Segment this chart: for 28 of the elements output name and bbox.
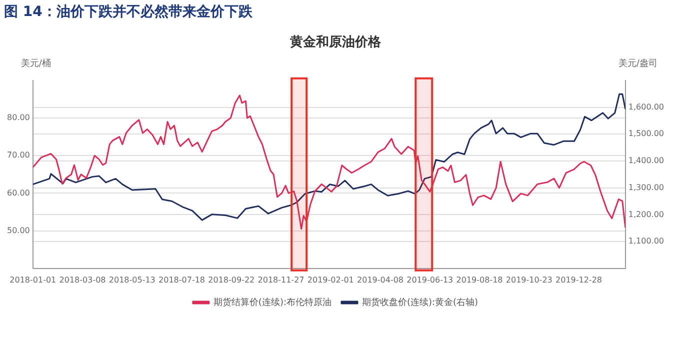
y2-tick-label: 1,300.00 — [628, 182, 664, 192]
x-tick-label: 2018-03-08 — [59, 275, 106, 284]
y2-tick-label: 1,600.00 — [628, 102, 664, 112]
x-tick-label: 2018-11-27 — [258, 275, 304, 284]
chart-title: 图 14：油价下跌并不必然带来金价下跌 — [4, 3, 254, 20]
chart-subtitle: 黄金和原油价格 — [289, 34, 382, 50]
x-tick-label: 2019-10-23 — [506, 275, 552, 284]
x-tick-label: 2018-05-13 — [108, 275, 156, 284]
legend-label: 期货收盘价(连续):黄金(右轴) — [362, 296, 478, 308]
y2-tick-label: 1,100.00 — [628, 236, 664, 246]
x-tick-label: 2019-04-08 — [357, 275, 404, 284]
y-tick-label: 80.00 — [6, 113, 30, 122]
x-tick-label: 2019-08-18 — [456, 275, 503, 284]
y-tick-label: 50.00 — [6, 226, 30, 235]
y2-tick-label: 1,500.00 — [628, 129, 664, 138]
x-tick-label: 2019-02-01 — [307, 275, 354, 284]
x-tick-label: 2018-01-01 — [10, 275, 56, 284]
x-tick-label: 2018-07-18 — [158, 275, 206, 284]
y2-tick-label: 1,400.00 — [628, 156, 664, 166]
x-tick-label: 2019-06-13 — [406, 275, 454, 284]
x-tick-label: 2019-12-28 — [556, 275, 602, 284]
y-tick-label: 60.00 — [6, 188, 30, 198]
y-tick-label: 70.00 — [6, 150, 30, 160]
y2-tick-label: 1,200.00 — [628, 210, 664, 219]
x-tick-label: 2018-09-22 — [208, 275, 255, 284]
legend-label: 期货结算价(连续):布伦特原油 — [213, 296, 332, 308]
y-axis-title: 美元/桶 — [20, 58, 51, 70]
y2-axis-title: 美元/盎司 — [618, 58, 658, 70]
